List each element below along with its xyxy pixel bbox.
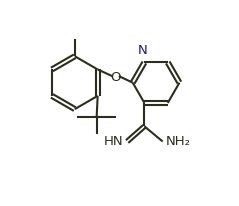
Text: HN: HN [104,135,124,148]
Text: N: N [137,44,147,57]
Text: NH₂: NH₂ [166,135,191,148]
Text: O: O [110,71,120,84]
